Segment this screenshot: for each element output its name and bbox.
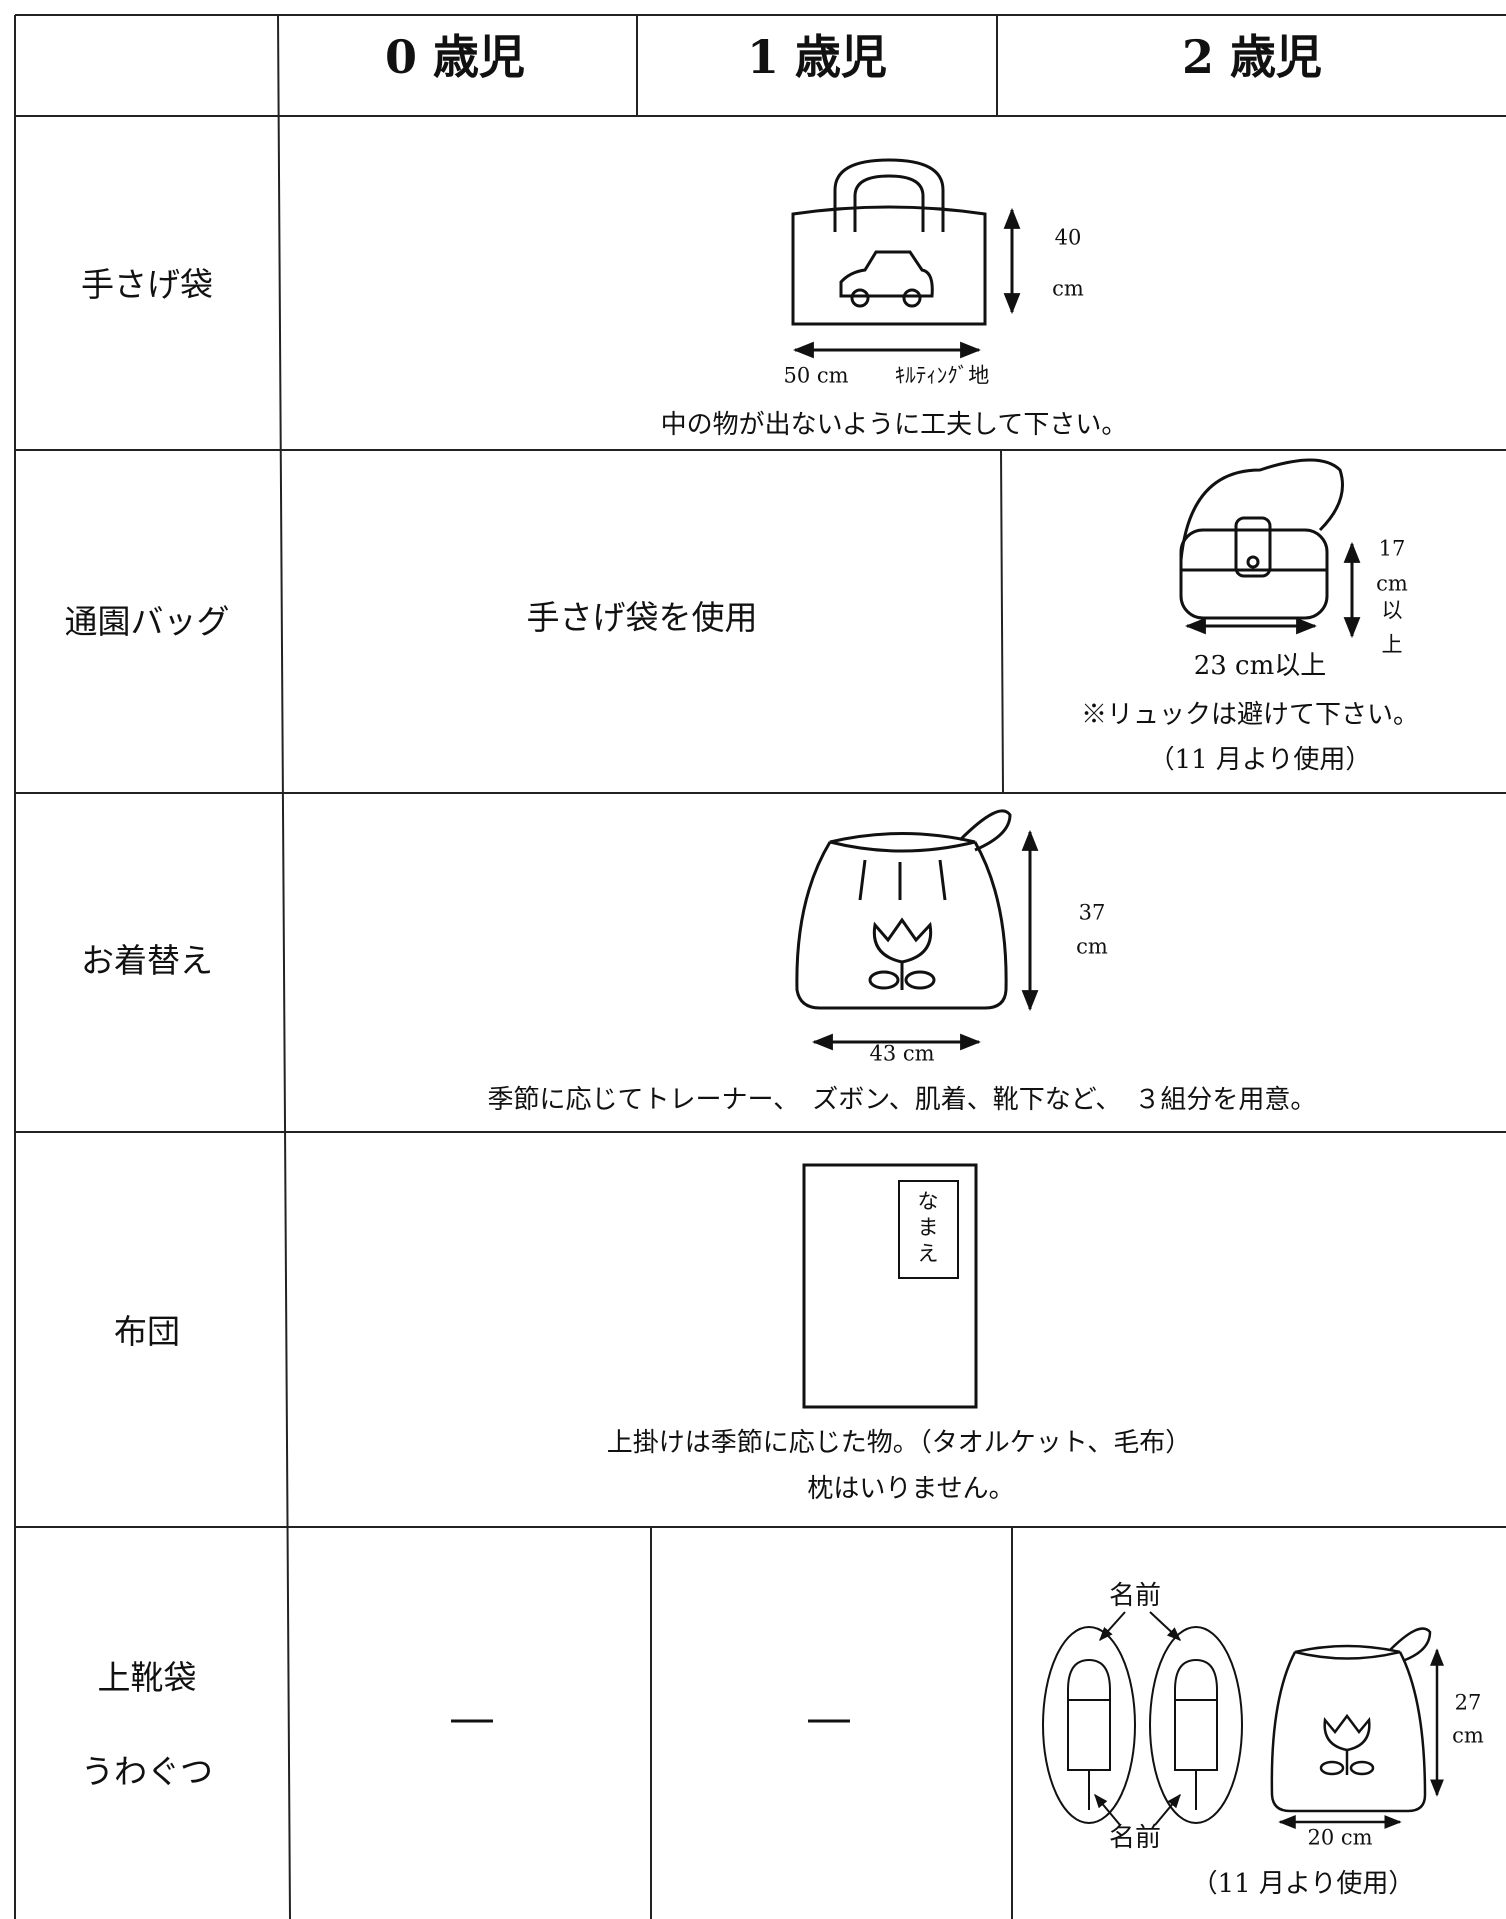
cell-text: — — [449, 1690, 495, 1744]
dimension-unit: cm — [1452, 1724, 1484, 1748]
note: 上掛けは季節に応じた物。（タオルケット、毛布） — [607, 1428, 1191, 1458]
shoe-bag-icon — [1270, 1627, 1444, 1829]
shoes-icon — [1042, 1611, 1243, 1826]
dimension-unit: cm — [1376, 572, 1408, 596]
table-grid — [14, 14, 1506, 1919]
tote-bag-icon — [791, 158, 1021, 359]
note: （11 月より使用） — [1192, 1869, 1415, 1899]
dimension-unit: 上 — [1382, 633, 1403, 657]
row-label: お着替え — [81, 941, 213, 980]
header-cell: 2 歳児 — [1182, 30, 1322, 84]
material: ｷﾙﾃｨﾝｸﾞ地 — [895, 364, 990, 388]
dimension: 43 cm — [869, 1042, 934, 1066]
cell-text: 手さげ袋を使用 — [527, 598, 758, 637]
drawstring-bag-icon — [795, 809, 1039, 1051]
dimension: 37 — [1079, 901, 1106, 925]
name-label: 名前 — [1109, 1581, 1161, 1611]
name-label: 名前 — [1109, 1823, 1161, 1853]
futon-icon — [802, 1163, 978, 1409]
header-cell: 0 歳児 — [385, 30, 525, 84]
row-label: うわぐつ — [81, 1752, 213, 1791]
dimension-unit: 以 — [1382, 599, 1403, 623]
note: （11 月より使用） — [1149, 745, 1372, 775]
dimension-unit: cm — [1076, 935, 1108, 959]
row-label: 手さげ袋 — [81, 265, 213, 304]
note: ※リュックは避けて下さい。 — [1081, 700, 1419, 730]
note: 枕はいりません。 — [807, 1474, 1014, 1504]
dimension: 50 cm — [783, 364, 848, 388]
name-tag — [898, 1180, 959, 1279]
header-cell: 1 歳児 — [747, 30, 887, 84]
note: 中の物が出ないように工夫して下さい。 — [661, 410, 1128, 440]
dimension-unit: cm — [1052, 277, 1084, 301]
dimension: 27 — [1455, 1691, 1482, 1715]
dimension: 20 cm — [1307, 1826, 1372, 1850]
shoulder-bag-icon — [1179, 458, 1361, 639]
name-tag-char: え — [918, 1242, 939, 1266]
row-label: 通園バッグ — [65, 602, 230, 641]
row-label: 布団 — [114, 1312, 180, 1351]
dimension: 23 cm以上 — [1194, 651, 1327, 681]
note: 季節に応じてトレーナー、 ズボン、肌着、靴下など、 ３組分を用意。 — [488, 1085, 1317, 1115]
dimension: 40 — [1055, 226, 1082, 250]
name-tag-char: な — [918, 1190, 939, 1214]
cell-text: — — [806, 1690, 852, 1744]
name-tag-char: ま — [918, 1216, 939, 1240]
dimension: 17 — [1379, 537, 1406, 561]
row-label: 上靴袋 — [98, 1658, 197, 1697]
